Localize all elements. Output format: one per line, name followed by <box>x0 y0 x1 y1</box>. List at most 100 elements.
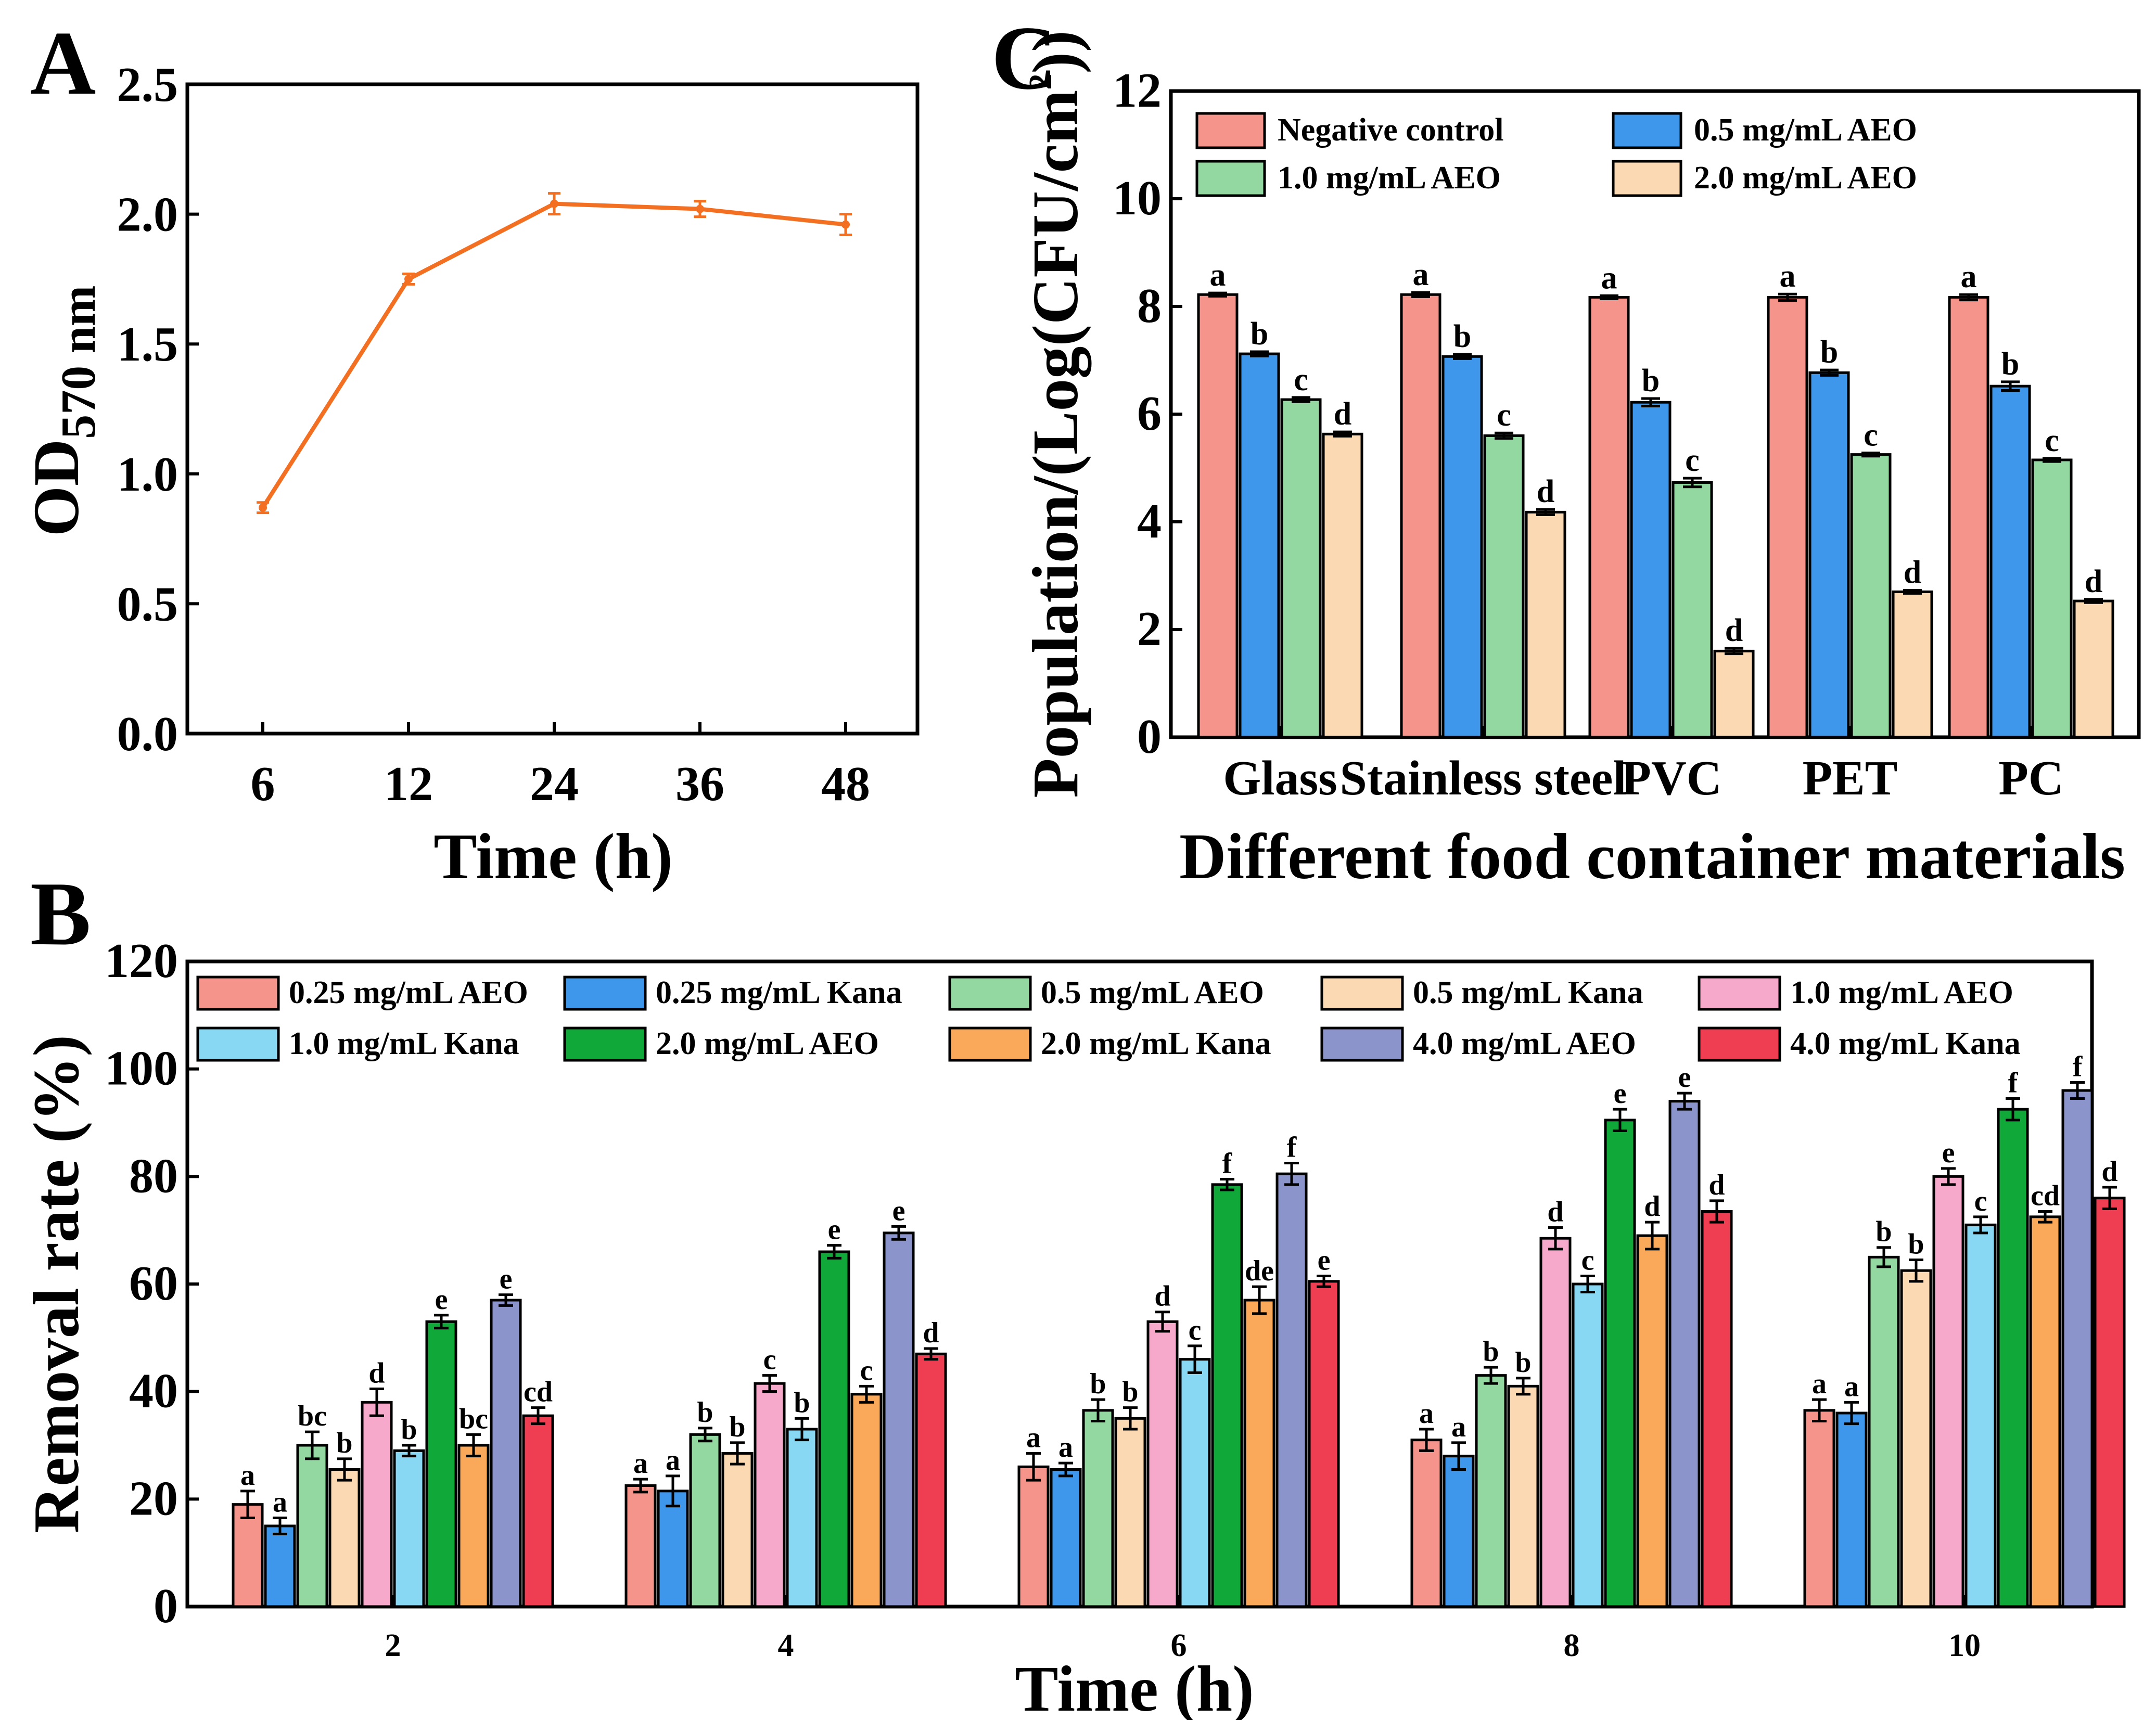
bar <box>2061 1089 2094 1608</box>
significance-letter: d <box>1334 396 1351 432</box>
y-tick-label: 0.5 <box>117 577 178 631</box>
x-tick-label: Stainless steel <box>1340 751 1627 805</box>
legend-label: 4.0 mg/mL AEO <box>1413 1026 1636 1061</box>
bar <box>1588 296 1630 739</box>
significance-letter: d <box>1708 1169 1725 1201</box>
significance-letter: cd <box>2031 1180 2060 1212</box>
legend-swatch <box>1698 975 1781 1011</box>
bar <box>2094 1197 2126 1608</box>
legend-swatch <box>1612 112 1682 149</box>
legend-label: Negative control <box>1278 112 1503 148</box>
od-data-point <box>550 199 558 208</box>
significance-letter: d <box>1904 555 1921 590</box>
panel-c-y-axis-title-main: Population/(Log(CFU/cm <box>1020 90 1092 798</box>
x-tick-label: Glass <box>1223 751 1337 805</box>
y-tick-label: 0 <box>154 1579 178 1633</box>
significance-letter: c <box>2045 423 2059 458</box>
bar <box>1017 1465 1050 1608</box>
bar <box>1713 649 1755 739</box>
bar <box>1114 1417 1146 1608</box>
x-tick-label: 2 <box>385 1628 401 1663</box>
legend-label: 0.25 mg/mL Kana <box>656 975 902 1010</box>
legend-label: 2.0 mg/mL AEO <box>656 1026 879 1061</box>
significance-letter: e <box>1942 1137 1955 1169</box>
legend-swatch <box>196 1026 280 1062</box>
legend-swatch <box>948 1026 1032 1062</box>
x-tick-label: 12 <box>384 757 433 811</box>
bar <box>1989 384 2031 739</box>
x-tick-label: 36 <box>675 757 724 811</box>
bar <box>1572 1282 1604 1608</box>
bar <box>1443 1455 1475 1608</box>
bar <box>361 1401 393 1608</box>
significance-letter: c <box>1581 1244 1594 1277</box>
bar <box>818 1250 850 1608</box>
bar <box>2029 1215 2061 1608</box>
significance-letter: c <box>1685 443 1700 478</box>
bar <box>1630 401 1672 739</box>
bar <box>1525 510 1566 739</box>
significance-letter: a <box>240 1459 255 1492</box>
significance-letter: a <box>273 1486 287 1519</box>
significance-letter: e <box>828 1214 841 1246</box>
panel-a-y-axis-title: OD570 nm <box>21 286 106 537</box>
significance-letter: b <box>2001 346 2019 382</box>
significance-letter: b <box>1453 319 1471 354</box>
y-tick-label: 2 <box>1137 602 1162 656</box>
od-data-point <box>259 503 267 512</box>
significance-letter: e <box>1678 1061 1691 1094</box>
bar <box>1243 1299 1275 1608</box>
legend-swatch <box>1195 160 1266 197</box>
bar <box>1948 296 1989 739</box>
panel-c-x-axis-title: Different food container materials <box>1179 821 2125 893</box>
significance-letter: b <box>1908 1228 1924 1261</box>
significance-letter: b <box>401 1414 417 1446</box>
bar <box>522 1414 554 1608</box>
y-tick-label: 1.5 <box>117 317 178 371</box>
bar <box>1441 355 1483 739</box>
significance-letter: bc <box>459 1403 488 1435</box>
bar <box>1701 1210 1733 1608</box>
bar <box>1322 432 1363 739</box>
bar <box>1539 1237 1572 1608</box>
bar <box>850 1393 883 1608</box>
significance-letter: d <box>1537 474 1554 509</box>
bar <box>1239 352 1280 739</box>
significance-letter: b <box>336 1427 352 1459</box>
significance-letter: a <box>1601 260 1617 296</box>
significance-letter: c <box>1189 1314 1202 1346</box>
y-tick-label: 100 <box>105 1042 178 1096</box>
bar <box>490 1299 522 1608</box>
legend-swatch <box>1320 975 1404 1011</box>
legend-label: 4.0 mg/mL Kana <box>1790 1026 2021 1061</box>
legend-swatch <box>1612 160 1682 197</box>
panel-a-y-axis: 0.0 0.5 1.0 1.5 2.0 2.5 <box>117 58 199 761</box>
x-tick-label: 24 <box>530 757 579 811</box>
bar <box>657 1490 689 1608</box>
bar <box>457 1444 490 1608</box>
significance-letter: d <box>368 1357 385 1390</box>
x-tick-label: 8 <box>1564 1628 1580 1663</box>
significance-letter: a <box>1026 1422 1041 1454</box>
y-tick-label: 0.0 <box>117 707 178 761</box>
bar <box>232 1503 264 1608</box>
bar <box>1636 1234 1668 1608</box>
bar <box>915 1352 947 1608</box>
significance-letter: d <box>1644 1190 1660 1223</box>
panel-c-y-axis-title-end: )) <box>1020 30 1092 73</box>
significance-letter: b <box>1876 1216 1892 1248</box>
bar <box>1211 1183 1243 1608</box>
bar <box>1179 1358 1211 1608</box>
significance-letter: d <box>1154 1280 1170 1313</box>
significance-letter: c <box>1864 418 1878 453</box>
significance-letter: bc <box>298 1400 327 1432</box>
significance-letter: f <box>1222 1148 1233 1180</box>
x-tick-label: 10 <box>1948 1628 1981 1663</box>
bar <box>1808 371 1850 739</box>
y-tick-label: 40 <box>129 1364 178 1418</box>
bar <box>1892 591 1933 739</box>
panel-a-x-axis: 6 12 24 36 48 <box>251 722 870 811</box>
